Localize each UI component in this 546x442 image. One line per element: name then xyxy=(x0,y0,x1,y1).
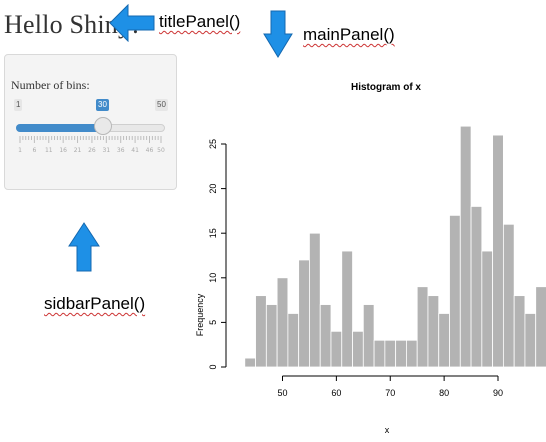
sidebar-panel xyxy=(4,54,177,190)
histogram-bar xyxy=(395,339,407,368)
y-tick-label: 10 xyxy=(208,273,218,283)
sidebar-panel-annotation: sidbarPanel() xyxy=(44,294,146,313)
histogram-plot: Histogram of x 50 60 70 80 90 0 5 10 15 20 25 x Fr… xyxy=(195,82,546,435)
histogram-bar xyxy=(502,223,515,368)
x-axis-label: x xyxy=(385,425,390,435)
chart-title: Histogram of x xyxy=(351,82,421,93)
bins-slider-label: Number of bins: xyxy=(11,78,90,92)
histogram-bar xyxy=(459,125,472,368)
histogram-bar xyxy=(362,304,375,368)
histogram-bar xyxy=(384,339,397,368)
slider-tick-label: 46 xyxy=(146,147,154,154)
histogram-bar xyxy=(319,304,332,368)
slider-tick-label: 6 xyxy=(32,147,36,154)
x-tick-label: 50 xyxy=(277,388,287,398)
histogram-bar xyxy=(265,304,278,368)
histogram-bar xyxy=(255,295,267,368)
slider-tick-label: 26 xyxy=(88,147,96,154)
title-panel-annotation: titlePanel() xyxy=(159,12,241,31)
x-tick-label: 60 xyxy=(331,388,341,398)
histogram-bar xyxy=(373,339,386,368)
histogram-bar xyxy=(341,250,353,368)
histogram-bar xyxy=(524,313,537,368)
y-tick-label: 5 xyxy=(208,320,218,325)
y-axis-label: Frequency xyxy=(195,293,205,336)
slider-tick-label: 11 xyxy=(45,147,53,154)
histogram-bar xyxy=(481,250,494,368)
histogram-bar xyxy=(287,313,300,368)
slider-value-label: 30 xyxy=(96,99,109,111)
histogram-bar xyxy=(416,286,429,368)
y-tick-label: 25 xyxy=(208,139,218,149)
slider-fill xyxy=(16,124,103,132)
left-arrow-icon xyxy=(109,4,155,42)
slider-tick-label: 50 xyxy=(157,147,165,154)
down-arrow-icon xyxy=(263,10,293,58)
histogram-bar xyxy=(535,286,546,368)
up-arrow-icon xyxy=(68,222,100,272)
slider-tick-label: 1 xyxy=(18,147,22,154)
histogram-bar xyxy=(298,259,310,368)
histogram-bar xyxy=(244,357,256,368)
slider-max-label: 50 xyxy=(155,99,168,111)
histogram-bar xyxy=(427,295,440,368)
main-panel-annotation: mainPanel() xyxy=(303,25,395,44)
slider-min-label: 1 xyxy=(14,99,23,111)
slider-tick-label: 31 xyxy=(103,147,111,154)
y-tick-label: 15 xyxy=(208,228,218,238)
histogram-bar xyxy=(492,134,504,368)
x-tick-label: 90 xyxy=(493,388,503,398)
slider-tick-label: 16 xyxy=(59,147,67,154)
histogram-bar xyxy=(276,277,289,368)
slider-tick-label: 36 xyxy=(117,147,125,154)
histogram-bar xyxy=(449,214,461,368)
histogram-bar xyxy=(406,339,418,368)
histogram-bar xyxy=(330,330,343,368)
slider-tick-label: 41 xyxy=(131,147,139,154)
x-tick-label: 70 xyxy=(385,388,395,398)
histogram-bar xyxy=(438,313,450,368)
y-tick-label: 0 xyxy=(208,364,218,369)
histogram-bar xyxy=(470,206,483,368)
slider-tick-label: 21 xyxy=(74,147,82,154)
slider-ticks: 1 6 11 16 21 26 31 36 41 46 50 xyxy=(18,136,165,154)
y-tick-label: 20 xyxy=(208,184,218,194)
histogram-bar xyxy=(513,295,526,368)
histogram-bar xyxy=(352,330,364,368)
slider-handle[interactable] xyxy=(94,117,112,135)
histogram-bar xyxy=(309,232,321,368)
x-tick-label: 80 xyxy=(439,388,449,398)
